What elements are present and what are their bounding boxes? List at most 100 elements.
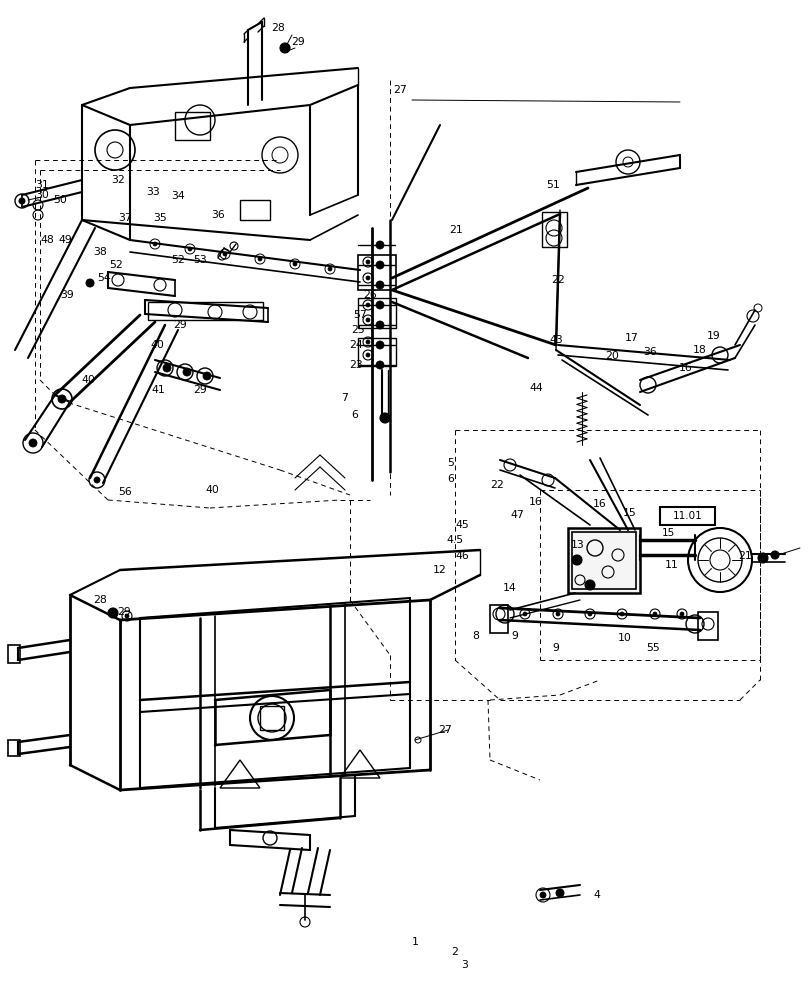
Text: 29: 29 <box>291 37 304 47</box>
Text: 33: 33 <box>146 187 160 197</box>
Text: 57: 57 <box>353 310 367 320</box>
Bar <box>489 605 508 633</box>
Text: 11.01: 11.01 <box>672 511 702 521</box>
Text: 40: 40 <box>205 485 219 495</box>
Circle shape <box>366 303 370 307</box>
Text: 11: 11 <box>664 560 678 570</box>
Text: 14: 14 <box>503 583 517 593</box>
Text: 3: 3 <box>461 960 468 970</box>
Circle shape <box>770 551 778 559</box>
Text: 28: 28 <box>271 23 285 33</box>
Text: 15: 15 <box>622 508 636 518</box>
Circle shape <box>366 340 370 344</box>
Text: 35: 35 <box>153 213 167 223</box>
Circle shape <box>152 242 157 246</box>
Circle shape <box>375 241 384 249</box>
Text: 6: 6 <box>447 474 454 484</box>
Text: 16: 16 <box>592 499 606 509</box>
Text: 10: 10 <box>617 633 631 643</box>
Circle shape <box>223 252 227 256</box>
Text: 5: 5 <box>447 458 454 468</box>
Bar <box>571 532 635 589</box>
Text: 36: 36 <box>211 210 225 220</box>
Text: 32: 32 <box>111 175 125 185</box>
Circle shape <box>375 261 384 269</box>
Bar <box>175 112 210 140</box>
Circle shape <box>539 892 545 898</box>
Text: 53: 53 <box>193 255 207 265</box>
Text: 29: 29 <box>117 607 131 617</box>
Circle shape <box>556 612 560 616</box>
Text: 27: 27 <box>438 725 451 735</box>
Circle shape <box>571 555 581 565</box>
Text: 8: 8 <box>472 631 478 641</box>
Text: 48: 48 <box>40 235 54 245</box>
Circle shape <box>328 267 332 271</box>
Text: 38: 38 <box>93 247 107 257</box>
Circle shape <box>19 198 25 204</box>
Text: 4.5: 4.5 <box>446 535 463 545</box>
Circle shape <box>652 612 656 616</box>
Bar <box>260 706 284 730</box>
Circle shape <box>375 301 384 309</box>
Circle shape <box>375 321 384 329</box>
Circle shape <box>380 413 389 423</box>
Bar <box>148 302 263 320</box>
Text: 29: 29 <box>173 320 187 330</box>
Text: 41: 41 <box>151 385 165 395</box>
Text: 40: 40 <box>150 340 164 350</box>
Text: 34: 34 <box>171 191 185 201</box>
Circle shape <box>375 281 384 289</box>
Circle shape <box>280 43 290 53</box>
Circle shape <box>258 257 262 261</box>
Circle shape <box>108 608 118 618</box>
Bar <box>697 612 717 640</box>
Circle shape <box>757 553 767 563</box>
Text: 1: 1 <box>411 937 418 947</box>
Text: 37: 37 <box>118 213 131 223</box>
Text: 50: 50 <box>53 195 67 205</box>
Bar <box>358 338 396 366</box>
Circle shape <box>366 318 370 322</box>
Bar <box>358 298 396 328</box>
Text: 36: 36 <box>642 347 656 357</box>
Circle shape <box>293 262 297 266</box>
Text: 9: 9 <box>511 631 517 641</box>
Bar <box>8 740 20 756</box>
Circle shape <box>366 276 370 280</box>
Circle shape <box>584 580 594 590</box>
Text: 25: 25 <box>350 325 364 335</box>
Text: 26: 26 <box>363 290 376 300</box>
Bar <box>568 528 639 593</box>
Text: 17: 17 <box>624 333 638 343</box>
Text: 21: 21 <box>737 551 751 561</box>
Text: 20: 20 <box>604 351 618 361</box>
Circle shape <box>188 247 191 251</box>
Circle shape <box>125 614 129 618</box>
Text: 40: 40 <box>81 375 95 385</box>
Text: 22: 22 <box>551 275 564 285</box>
Text: 4: 4 <box>593 890 599 900</box>
Text: 45: 45 <box>454 520 468 530</box>
Text: 23: 23 <box>349 360 363 370</box>
Text: 12: 12 <box>432 565 446 575</box>
Text: 15: 15 <box>661 528 675 538</box>
Text: 44: 44 <box>529 383 543 393</box>
Circle shape <box>29 439 37 447</box>
Text: 7: 7 <box>341 393 348 403</box>
Text: 39: 39 <box>60 290 74 300</box>
Text: 49: 49 <box>58 235 72 245</box>
Circle shape <box>86 279 94 287</box>
Text: 13: 13 <box>570 540 584 550</box>
Text: 46: 46 <box>454 551 468 561</box>
Circle shape <box>522 612 526 616</box>
Circle shape <box>366 260 370 264</box>
Text: 24: 24 <box>349 340 363 350</box>
Text: 54: 54 <box>97 273 111 283</box>
Text: 51: 51 <box>546 180 560 190</box>
Text: 52: 52 <box>171 255 185 265</box>
Text: 18: 18 <box>693 345 706 355</box>
Circle shape <box>94 477 100 483</box>
Bar <box>358 255 396 290</box>
Text: 55: 55 <box>646 643 659 653</box>
